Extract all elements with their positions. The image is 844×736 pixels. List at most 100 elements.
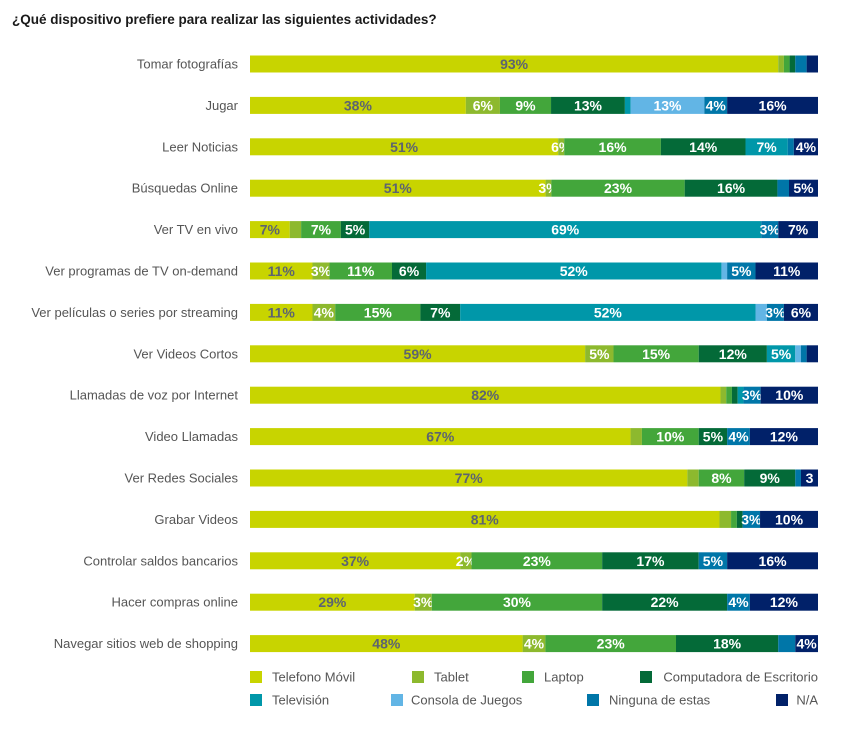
category-label-llamadas-de-voz-por-internet: Llamadas de voz por Internet xyxy=(70,388,239,403)
data-label-ver-tv-en-vivo-computadora-de-escritorio: 5% xyxy=(345,222,366,238)
bar-segment-busquedas-online-computadora-de-escritorio xyxy=(684,179,778,197)
bar-segment-busquedas-online-tablet xyxy=(545,179,552,197)
bar-segment-navegar-sitios-web-de-shopping-tablet xyxy=(522,635,546,653)
bar-segment-grabar-videos-ninguna-de-estas xyxy=(742,510,761,528)
data-label-navegar-sitios-web-de-shopping-laptop: 23% xyxy=(597,636,626,652)
bar-segment-leer-noticias-tablet xyxy=(558,138,565,156)
bar-segment-ver-programas-de-tv-on-demand-computadora-de-escritorio xyxy=(392,262,427,280)
data-label-video-llamadas-computadora-de-escritorio: 5% xyxy=(703,429,724,445)
bar-segment-leer-noticias-laptop xyxy=(564,138,661,156)
bar-segment-video-llamadas-telefono-movil xyxy=(250,428,631,446)
bar-segment-ver-programas-de-tv-on-demand-n-a xyxy=(755,262,818,280)
data-label-hacer-compras-online-ninguna-de-estas: 4% xyxy=(728,594,749,610)
bar-segment-ver-redes-sociales-computadora-de-escritorio xyxy=(744,469,796,487)
bar-segment-hacer-compras-online-ninguna-de-estas xyxy=(727,593,750,611)
bar-segment-llamadas-de-voz-por-internet-computadora-de-escritorio xyxy=(731,386,738,404)
data-label-video-llamadas-n-a: 12% xyxy=(770,429,799,445)
bars: 93%38% 6% 9% 13% 13% 4% 16%51% 6% 16% 14% 7% 4%51% 3… xyxy=(250,55,818,653)
data-label-ver-tv-en-vivo-television: 69% xyxy=(551,222,580,238)
bar-segment-video-llamadas-ninguna-de-estas xyxy=(727,428,750,446)
data-label-ver-programas-de-tv-on-demand-laptop: 11% xyxy=(347,263,375,279)
bar-segment-hacer-compras-online-tablet xyxy=(414,593,432,611)
data-label-controlar-saldos-bancarios-computadora-de-escritorio: 17% xyxy=(636,553,665,569)
data-label-jugar-computadora-de-escritorio: 13% xyxy=(574,97,603,113)
bar-segment-controlar-saldos-bancarios-ninguna-de-estas xyxy=(698,552,728,570)
bar-segment-llamadas-de-voz-por-internet-laptop xyxy=(726,386,732,404)
bar-segment-ver-videos-cortos-tablet xyxy=(585,345,614,363)
legend-swatch-television xyxy=(250,694,262,706)
bar-segment-ver-tv-en-vivo-tablet xyxy=(289,221,302,239)
bar-segment-tomar-fotografias-ninguna-de-estas xyxy=(795,55,807,73)
data-label-ver-peliculas-o-series-por-streaming-television: 52% xyxy=(594,304,623,320)
bar-segment-ver-videos-cortos-telefono-movil xyxy=(250,345,586,363)
data-label-controlar-saldos-bancarios-telefono-movil: 37% xyxy=(341,553,370,569)
chart-title: ¿Qué dispositivo prefiere para realizar … xyxy=(12,12,437,27)
legend-label-tablet: Tablet xyxy=(434,670,469,685)
data-label-video-llamadas-telefono-movil: 67% xyxy=(426,429,455,445)
category-label-hacer-compras-online: Hacer compras online xyxy=(112,595,238,610)
category-label-busquedas-online: Búsquedas Online xyxy=(132,181,238,196)
legend-label-laptop: Laptop xyxy=(544,670,584,685)
bar-segment-ver-peliculas-o-series-por-streaming-ninguna-de-estas xyxy=(766,303,784,321)
data-label-grabar-videos-telefono-movil: 81% xyxy=(471,511,500,527)
bar-segment-hacer-compras-online-telefono-movil xyxy=(250,593,415,611)
bar-segment-controlar-saldos-bancarios-laptop xyxy=(471,552,603,570)
data-label-llamadas-de-voz-por-internet-telefono-movil: 82% xyxy=(471,387,500,403)
data-label-ver-tv-en-vivo-n-a: 7% xyxy=(788,222,809,238)
bar-segment-ver-peliculas-o-series-por-streaming-telefono-movil xyxy=(250,303,313,321)
bar-segment-tomar-fotografias-tablet xyxy=(778,55,784,73)
bar-segment-ver-programas-de-tv-on-demand-consola-de-juegos xyxy=(721,262,728,280)
bar-segment-ver-programas-de-tv-on-demand-laptop xyxy=(329,262,392,280)
bar-segment-busquedas-online-ninguna-de-estas xyxy=(777,179,790,197)
data-label-ver-peliculas-o-series-por-streaming-n-a: 6% xyxy=(791,304,812,320)
bar-segment-tomar-fotografias-n-a xyxy=(806,55,818,73)
bar-segment-grabar-videos-laptop xyxy=(731,510,737,528)
bar-segment-ver-redes-sociales-telefono-movil xyxy=(250,469,688,487)
bar-segment-hacer-compras-online-n-a xyxy=(749,593,818,611)
data-label-ver-peliculas-o-series-por-streaming-telefono-movil: 11% xyxy=(268,304,296,320)
data-label-jugar-n-a: 16% xyxy=(759,97,788,113)
bar-segment-ver-videos-cortos-n-a xyxy=(806,345,818,363)
bar-segment-ver-videos-cortos-computadora-de-escritorio xyxy=(698,345,767,363)
legend-label-ninguna-de-estas: Ninguna de estas xyxy=(609,693,711,708)
bar-segment-ver-tv-en-vivo-computadora-de-escritorio xyxy=(340,221,370,239)
data-label-hacer-compras-online-telefono-movil: 29% xyxy=(318,594,347,610)
category-label-controlar-saldos-bancarios: Controlar saldos bancarios xyxy=(83,553,238,568)
bar-segment-ver-redes-sociales-ninguna-de-estas xyxy=(795,469,801,487)
bar-segment-ver-redes-sociales-n-a xyxy=(800,469,818,487)
bar-segment-ver-peliculas-o-series-por-streaming-n-a xyxy=(783,303,818,321)
bar-segment-ver-peliculas-o-series-por-streaming-television xyxy=(460,303,756,321)
data-label-ver-videos-cortos-television: 5% xyxy=(771,346,792,362)
data-label-ver-videos-cortos-tablet: 5% xyxy=(589,346,610,362)
data-label-ver-videos-cortos-telefono-movil: 59% xyxy=(404,346,433,362)
bar-segment-video-llamadas-laptop xyxy=(641,428,699,446)
data-label-controlar-saldos-bancarios-laptop: 23% xyxy=(523,553,552,569)
data-label-video-llamadas-ninguna-de-estas: 4% xyxy=(728,429,749,445)
data-label-ver-programas-de-tv-on-demand-television: 52% xyxy=(560,263,589,279)
category-label-ver-redes-sociales: Ver Redes Sociales xyxy=(125,471,239,486)
bar-segment-ver-tv-en-vivo-n-a xyxy=(778,221,818,239)
bar-segment-grabar-videos-tablet xyxy=(719,510,732,528)
data-label-leer-noticias-computadora-de-escritorio: 14% xyxy=(689,139,718,155)
bar-segment-controlar-saldos-bancarios-telefono-movil xyxy=(250,552,461,570)
bar-segment-llamadas-de-voz-por-internet-ninguna-de-estas xyxy=(743,386,761,404)
data-label-tomar-fotografias-telefono-movil: 93% xyxy=(500,56,529,72)
bar-segment-ver-tv-en-vivo-telefono-movil xyxy=(250,221,290,239)
bar-segment-leer-noticias-television xyxy=(745,138,788,156)
data-label-jugar-consola-de-juegos: 13% xyxy=(653,97,682,113)
bar-segment-jugar-television xyxy=(624,96,631,114)
bar-segment-tomar-fotografias-telefono-movil xyxy=(250,55,779,73)
bar-segment-grabar-videos-computadora-de-escritorio xyxy=(736,510,743,528)
bar-segment-navegar-sitios-web-de-shopping-telefono-movil xyxy=(250,635,523,653)
bar-segment-ver-programas-de-tv-on-demand-telefono-movil xyxy=(250,262,313,280)
data-label-navegar-sitios-web-de-shopping-n-a: 4% xyxy=(797,636,818,652)
bar-segment-ver-videos-cortos-laptop xyxy=(613,345,699,363)
data-label-ver-programas-de-tv-on-demand-n-a: 11% xyxy=(773,263,801,279)
bar-segment-llamadas-de-voz-por-internet-n-a xyxy=(760,386,818,404)
category-label-tomar-fotografias: Tomar fotografías xyxy=(137,57,239,72)
bar-segment-jugar-laptop xyxy=(499,96,552,114)
data-label-ver-tv-en-vivo-laptop: 7% xyxy=(311,222,332,238)
data-label-ver-tv-en-vivo-ninguna-de-estas: 3% xyxy=(760,222,781,238)
legend-label-telefono-movil: Telefono Móvil xyxy=(272,670,355,685)
